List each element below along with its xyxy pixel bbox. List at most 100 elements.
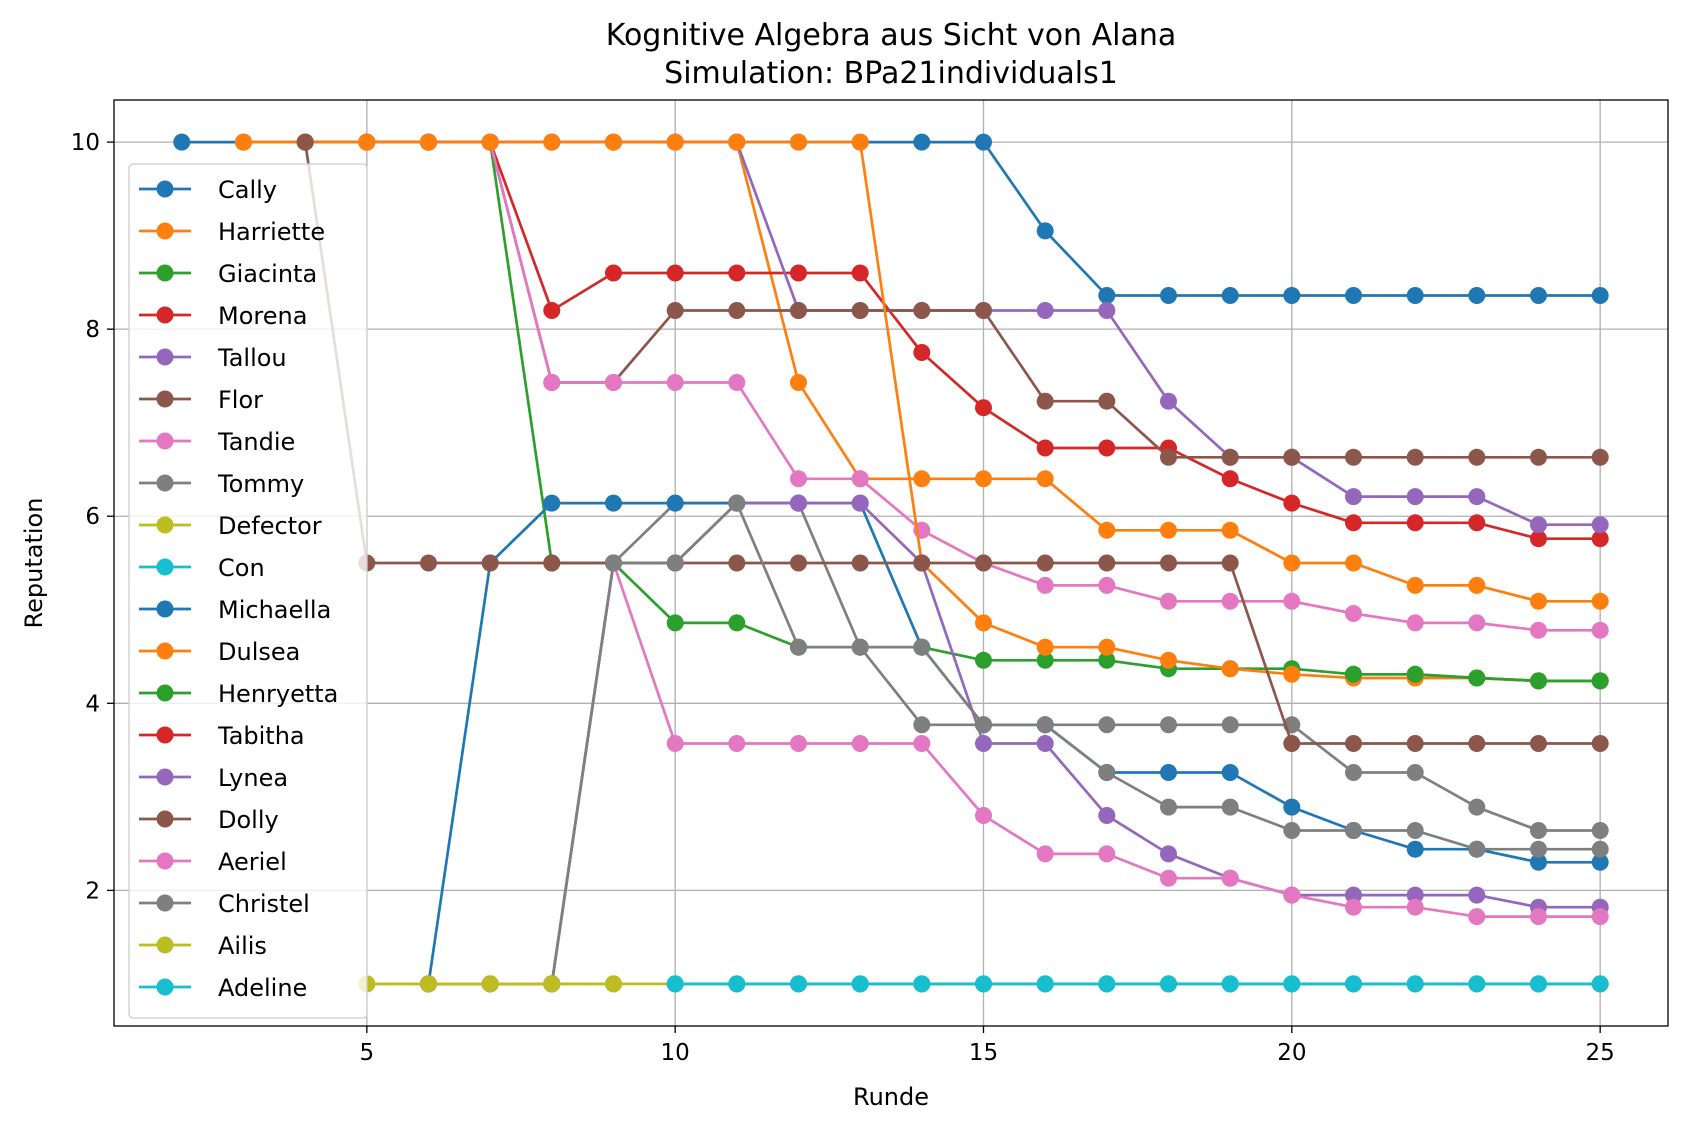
- data-point-lynea: [1036, 735, 1054, 752]
- data-point-tommy: [1406, 764, 1424, 781]
- data-point-cally: [1160, 287, 1177, 304]
- data-point-flor: [1468, 448, 1486, 466]
- legend-label: Defector: [218, 512, 322, 540]
- data-point-dulsea: [1283, 665, 1301, 683]
- data-point-tommy: [1591, 822, 1609, 839]
- data-point-dulsea: [420, 133, 437, 151]
- data-point-dulsea: [975, 614, 992, 632]
- data-point-aeriel: [1345, 898, 1362, 916]
- legend-item: Michaella: [139, 596, 331, 624]
- data-point-tommy: [1468, 798, 1486, 816]
- data-point-dulsea: [1036, 638, 1054, 656]
- data-point-morena: [1530, 530, 1547, 548]
- data-point-dolly: [728, 554, 746, 572]
- data-point-morena: [851, 264, 869, 282]
- data-point-tandie: [1406, 614, 1424, 632]
- data-point-cally: [1221, 287, 1239, 304]
- data-point-christel: [913, 638, 931, 656]
- data-point-christel: [1406, 822, 1424, 839]
- data-point-tallou: [1345, 488, 1362, 506]
- data-point-christel: [790, 638, 807, 656]
- legend-label: Con: [218, 554, 265, 582]
- x-tick-label: 15: [969, 1040, 998, 1066]
- data-point-christel: [1530, 840, 1547, 858]
- legend-label: Aeriel: [218, 848, 287, 876]
- data-point-cally: [173, 133, 191, 151]
- legend-label: Lynea: [218, 764, 288, 792]
- data-point-harriette: [1036, 470, 1054, 488]
- data-point-flor: [1036, 392, 1054, 410]
- data-point-ailis: [481, 975, 499, 993]
- data-point-tandie: [1345, 605, 1362, 622]
- data-point-dolly: [1098, 554, 1116, 572]
- data-point-michaella: [543, 494, 561, 512]
- y-tick-label: 4: [85, 691, 100, 717]
- data-point-lynea: [1406, 886, 1424, 904]
- data-point-giacinta: [1036, 651, 1054, 669]
- data-point-tandie: [1468, 614, 1486, 632]
- data-point-christel: [975, 716, 992, 734]
- data-point-harriette: [1160, 521, 1177, 539]
- legend-swatch-marker: [156, 348, 174, 366]
- data-point-morena: [728, 264, 746, 282]
- legend-swatch-marker: [156, 768, 174, 786]
- series-line-christel: [550, 501, 1601, 985]
- data-point-dolly: [851, 554, 869, 572]
- data-point-adeline: [790, 975, 807, 993]
- data-point-harriette: [1221, 521, 1239, 539]
- data-point-harriette: [1098, 521, 1116, 539]
- data-point-aeriel: [790, 735, 807, 752]
- legend-label: Harriette: [218, 218, 325, 246]
- data-point-adeline: [1221, 975, 1239, 993]
- legend-label: Tandie: [217, 428, 295, 456]
- data-point-flor: [1406, 448, 1424, 466]
- data-point-aeriel: [1098, 845, 1116, 863]
- chart-subtitle: Simulation: BPa21individuals1: [664, 56, 1118, 91]
- data-point-dolly: [790, 554, 807, 572]
- plot-frame: [113, 99, 1669, 1027]
- data-point-flor: [1160, 448, 1177, 466]
- data-point-dolly: [1406, 735, 1424, 752]
- data-point-morena: [790, 264, 807, 282]
- data-point-christel: [1468, 840, 1486, 858]
- legend-label: Dolly: [218, 806, 279, 834]
- legend-item: Tommy: [139, 470, 304, 498]
- series-line-dolly: [303, 141, 1601, 745]
- legend-label: Cally: [218, 176, 277, 204]
- series-henryetta: [1345, 665, 1609, 690]
- legend-item: Aeriel: [139, 848, 287, 876]
- data-point-morena: [975, 399, 992, 417]
- data-point-morena: [1036, 439, 1054, 457]
- data-point-morena: [1406, 514, 1424, 532]
- data-point-adeline: [1530, 975, 1547, 993]
- chart-title: Kognitive Algebra aus Sicht von Alana: [606, 18, 1176, 53]
- data-point-harriette: [1345, 554, 1362, 572]
- legend-label: Flor: [218, 386, 263, 414]
- legend-item: Flor: [139, 386, 263, 414]
- data-point-dolly: [1345, 735, 1362, 752]
- data-point-tandie: [790, 470, 807, 488]
- data-point-tommy: [913, 716, 931, 734]
- data-point-dolly: [296, 133, 314, 151]
- legend-swatch-marker: [156, 852, 174, 870]
- data-point-dolly: [913, 554, 931, 572]
- data-point-michaella: [666, 494, 684, 512]
- data-point-dulsea: [728, 133, 746, 151]
- data-point-morena: [1591, 530, 1609, 548]
- data-point-harriette: [1530, 592, 1547, 610]
- data-point-tandie: [1530, 621, 1547, 639]
- data-point-tandie: [543, 374, 561, 391]
- legend-swatch-marker: [156, 558, 174, 576]
- data-point-adeline: [1036, 975, 1054, 993]
- legend-item: Dulsea: [139, 638, 300, 666]
- data-point-morena: [1345, 514, 1362, 532]
- legend-swatch-marker: [156, 684, 174, 702]
- series-morena: [358, 133, 1609, 548]
- data-point-aeriel: [666, 735, 684, 752]
- data-point-michaella: [1283, 798, 1301, 816]
- data-point-dolly: [1221, 554, 1239, 572]
- data-point-tandie: [1098, 576, 1116, 594]
- series-ailis: [358, 975, 622, 993]
- legend-label: Michaella: [218, 596, 331, 624]
